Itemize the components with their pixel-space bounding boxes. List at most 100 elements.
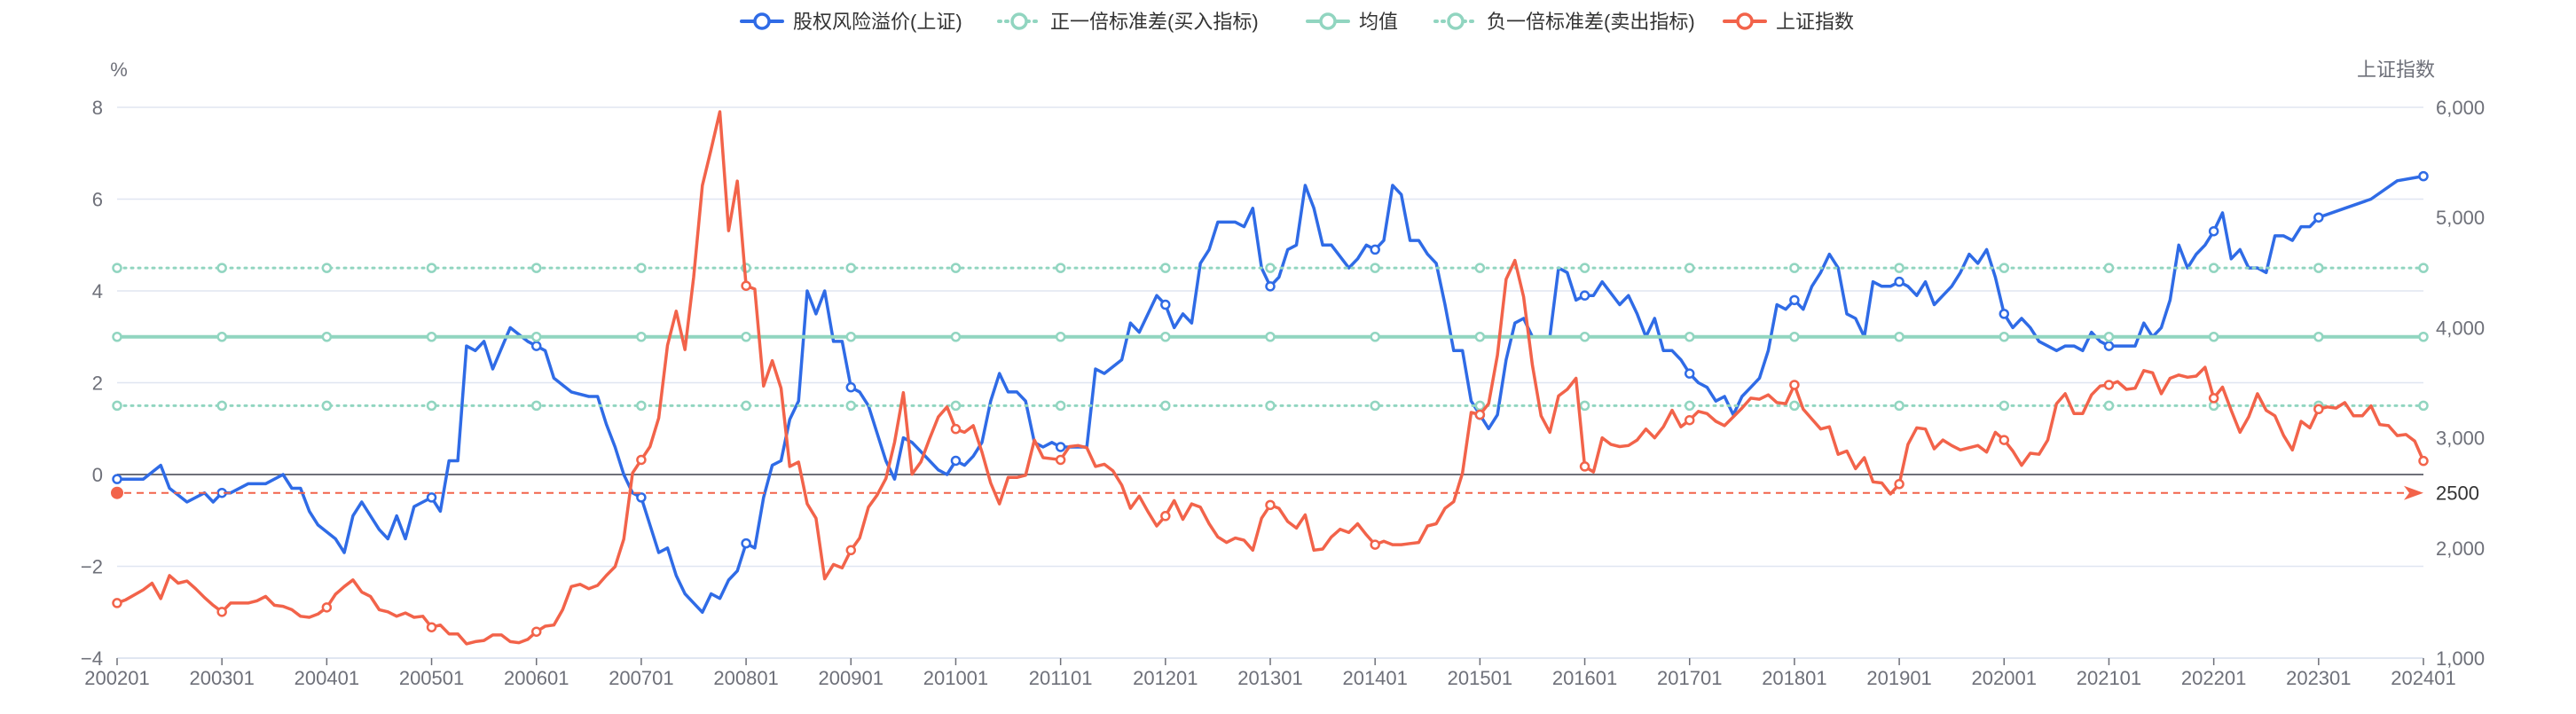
left-tick-label: 0: [92, 464, 103, 486]
left-tick-label: −4: [81, 647, 103, 670]
series-marker-0: [2418, 170, 2429, 182]
legend-label: 正一倍标准差(买入指标): [1050, 11, 1259, 33]
left-axis: −4 −2 0 2 4 6 8: [81, 97, 103, 670]
series-marker-2: [2208, 332, 2219, 342]
series-marker-1: [636, 263, 647, 273]
series-marker-4: [2208, 393, 2219, 404]
series-marker-2: [845, 332, 857, 342]
series-marker-2: [1265, 332, 1276, 342]
x-tick-label: 201001: [923, 667, 988, 689]
x-tick-label: 201701: [1657, 667, 1722, 689]
series-marker-4: [1894, 479, 1905, 490]
series-marker-4: [1999, 435, 2010, 445]
series-marker-2: [1684, 332, 1695, 342]
right-tick-label: 5,000: [2436, 207, 2485, 229]
series-marker-3: [1055, 400, 1066, 412]
right-tick-label: 6,000: [2436, 97, 2485, 119]
series-marker-0: [112, 474, 122, 484]
series-marker-2: [321, 332, 333, 342]
series-marker-3: [530, 400, 542, 412]
series-marker-1: [2103, 263, 2115, 273]
series-marker-0: [530, 341, 542, 351]
legend-item-3[interactable]: 负一倍标准差(卖出指标): [1433, 11, 1695, 33]
series-marker-1: [1579, 263, 1590, 273]
legend-item-2[interactable]: 均值: [1306, 11, 1398, 33]
series-marker-3: [1160, 400, 1171, 412]
series-marker-2: [950, 332, 962, 342]
series-marker-0: [2313, 212, 2324, 223]
x-tick-label: 201801: [1762, 667, 1826, 689]
right-axis: 1,000 2,000 3,000 4,000 5,000 6,000: [2436, 97, 2485, 670]
x-tick-label: 200801: [713, 667, 778, 689]
series-marker-4: [426, 622, 437, 632]
series-marker-0: [1999, 309, 2010, 319]
series-line-0: [115, 174, 2425, 615]
series-marker-2: [636, 332, 647, 342]
series-marker-1: [1474, 263, 1486, 273]
left-tick-label: −2: [81, 556, 103, 578]
series-marker-3: [1579, 400, 1590, 412]
left-tick-label: 8: [92, 97, 103, 119]
x-tick-label: 200701: [609, 667, 673, 689]
series-marker-1: [321, 263, 333, 273]
series-marker-1: [1160, 263, 1171, 273]
left-tick-label: 2: [92, 373, 103, 395]
legend-item-1[interactable]: 正一倍标准差(买入指标): [997, 11, 1259, 33]
x-tick-label: 201401: [1342, 667, 1407, 689]
right-tick-label: 4,000: [2436, 317, 2485, 339]
series-line-4: [115, 110, 2425, 646]
series-marker-1: [1999, 263, 2010, 273]
series-marker-2: [1474, 332, 1486, 342]
series-group: [112, 110, 2429, 646]
series-marker-3: [426, 400, 437, 412]
x-tick-label: 202301: [2286, 667, 2351, 689]
series-marker-0: [2208, 225, 2219, 237]
series-marker-0: [1579, 290, 1590, 301]
series-marker-2: [1055, 332, 1066, 342]
series-marker-0: [1160, 299, 1171, 310]
series-marker-4: [321, 602, 333, 613]
series-marker-4: [1579, 461, 1590, 472]
x-tick-label: 201201: [1133, 667, 1198, 689]
series-marker-4: [1789, 380, 1800, 390]
series-marker-2: [530, 332, 542, 342]
series-marker-4: [2418, 455, 2429, 467]
x-tick-label: 200201: [84, 667, 149, 689]
series-marker-1: [1684, 263, 1695, 273]
series-marker-3: [741, 400, 751, 412]
x-tick-label: 200301: [189, 667, 254, 689]
series-marker-2: [1999, 332, 2010, 342]
series-marker-2: [741, 332, 751, 342]
series-marker-4: [1160, 511, 1171, 522]
series-marker-0: [2103, 341, 2115, 351]
legend-item-0[interactable]: 股权风险溢价(上证): [740, 11, 962, 33]
legend[interactable]: 股权风险溢价(上证) 正一倍标准差(买入指标) 均值 负一倍标准差(卖出指标) 上证指数: [740, 11, 1854, 33]
series-marker-0: [1055, 442, 1066, 452]
x-tick-label: 202101: [2077, 667, 2141, 689]
series-marker-0: [950, 455, 962, 467]
legend-swatch-marker: [1447, 12, 1465, 30]
series-marker-4: [741, 280, 751, 291]
series-marker-1: [950, 263, 962, 273]
series-marker-3: [112, 400, 122, 412]
series-marker-2: [1370, 332, 1380, 342]
markline-arrow: [2404, 485, 2423, 500]
left-tick-label: 4: [92, 280, 103, 302]
x-tick-label: 200501: [399, 667, 464, 689]
series-marker-0: [1370, 244, 1380, 255]
series-marker-4: [2103, 380, 2115, 390]
series-marker-1: [1789, 263, 1800, 273]
legend-item-4[interactable]: 上证指数: [1723, 11, 1854, 33]
series-marker-4: [1474, 409, 1486, 420]
x-tick-label: 201301: [1237, 667, 1302, 689]
x-tick-label: 201501: [1448, 667, 1512, 689]
series-marker-1: [2418, 263, 2429, 273]
x-tick-label: 201601: [1552, 667, 1617, 689]
series-marker-2: [426, 332, 437, 342]
series-marker-2: [112, 332, 122, 342]
legend-swatch-marker: [753, 12, 771, 30]
series-marker-4: [950, 423, 962, 435]
series-marker-4: [112, 598, 122, 608]
x-tick-label: 200901: [819, 667, 884, 689]
